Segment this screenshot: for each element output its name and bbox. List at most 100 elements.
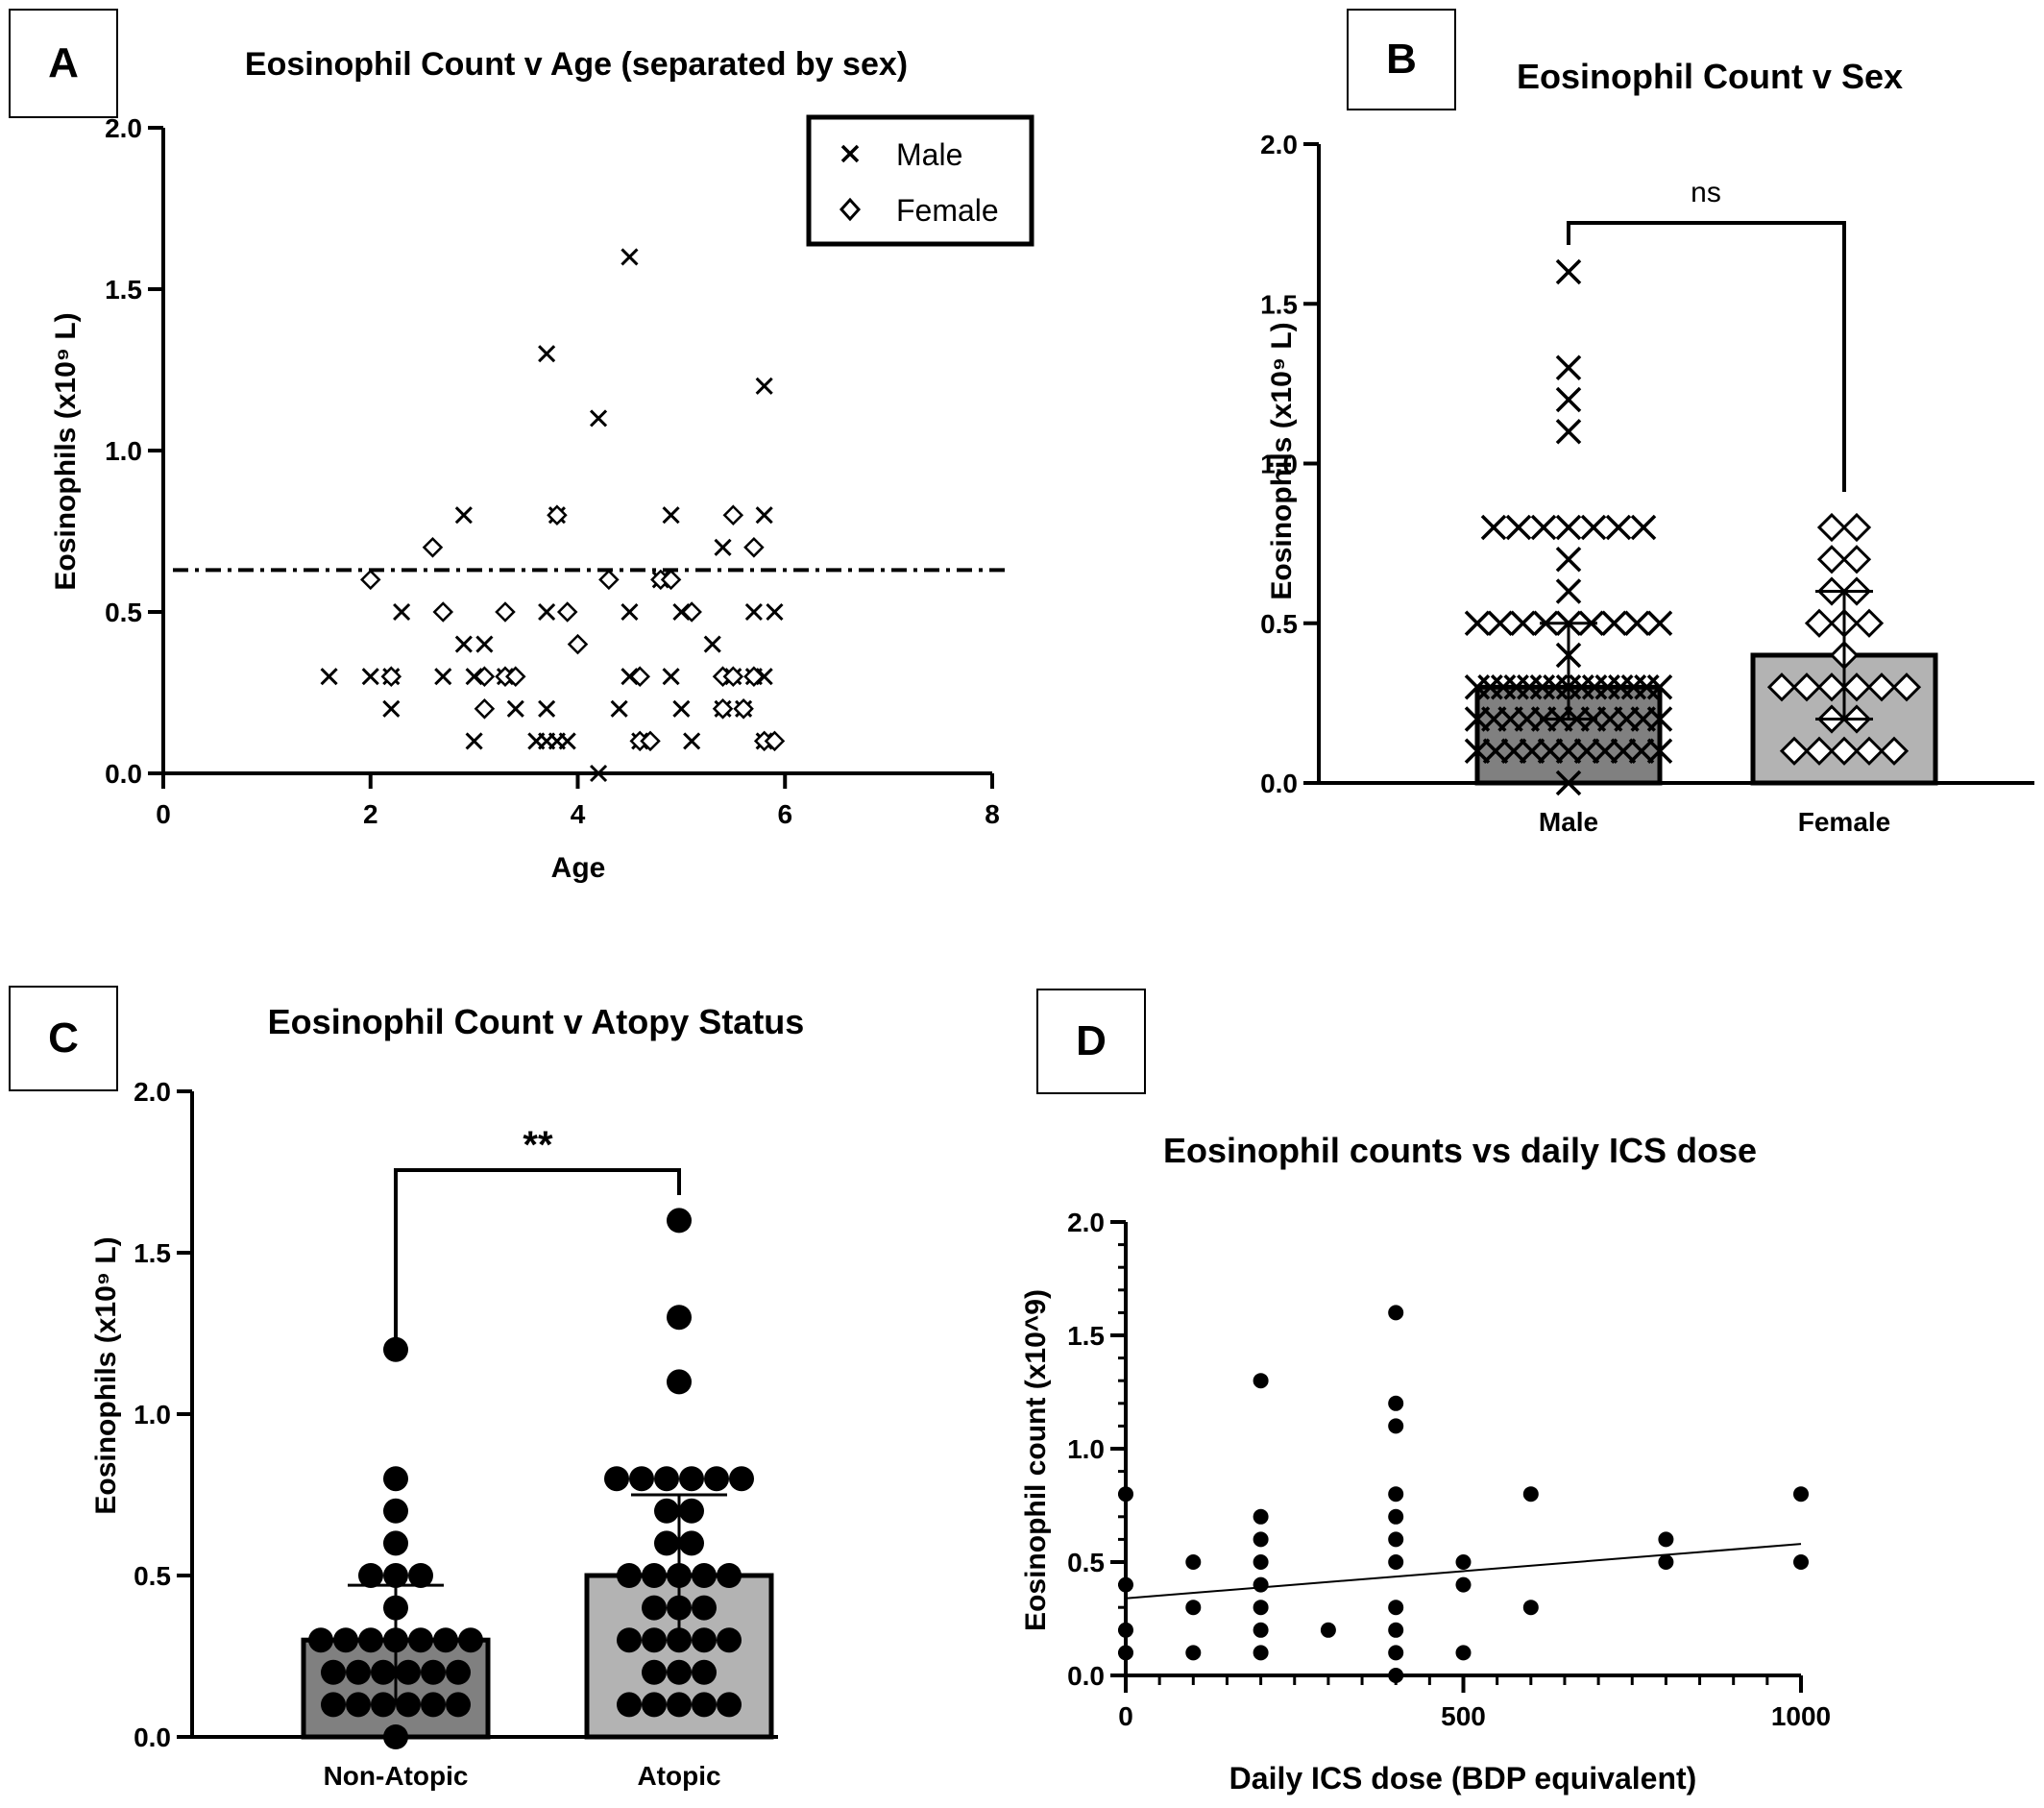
panel-c-point [717, 1627, 742, 1653]
panel-b-male-point-stroke-b [1646, 674, 1673, 700]
panel-b-male-point [1519, 738, 1545, 764]
panel-d-point [1455, 1576, 1472, 1593]
panel-a-male-point-stroke-b [475, 635, 494, 653]
panel-d-point [1253, 1373, 1269, 1389]
panel-b-male-point-stroke-b [1630, 514, 1657, 541]
panel-a-male-point-stroke-b [454, 635, 473, 653]
panel-c-point [654, 1498, 679, 1524]
panel-a-male-point-stroke-b [434, 668, 452, 686]
panel-c-point [667, 1208, 692, 1234]
panel-b-male-point [1537, 738, 1564, 764]
panel-b-male-point-stroke-b [1573, 738, 1600, 764]
panel-a-male-point [714, 538, 732, 556]
panel-c-significance-bracket [394, 1168, 681, 1341]
panel-b-male-point-stroke-b [1555, 547, 1582, 573]
panel-b-y-tick-label: 1.5 [1260, 289, 1298, 319]
panel-a-male-point [672, 602, 691, 622]
panel-b-male-point-stroke-b [1601, 610, 1627, 636]
panel-b-male-point [1530, 514, 1557, 541]
panel-b-female-point [1779, 736, 1810, 766]
panel-b-male-point-stroke-b [1555, 354, 1582, 380]
panel-b-male-point [1555, 738, 1582, 764]
panel-a-male-point [590, 409, 608, 428]
panel-c-y-tick-label: 1.5 [134, 1238, 171, 1268]
panel-a-male-point-stroke-b [755, 377, 773, 395]
panel-a-female-point [547, 504, 568, 525]
panel-b-male-point [1487, 610, 1513, 636]
panel-a-male-point-stroke-b [620, 248, 639, 266]
panel-c-point [667, 1369, 692, 1395]
panel-a-male-point [620, 602, 639, 622]
panel-b: B Eosinophil Count v Sex Male Female 0.0 0.… [1260, 9, 2034, 837]
panel-d-label-box [1036, 989, 1146, 1094]
panel-a-x-tick-label: 4 [571, 799, 586, 829]
panel-c-point [667, 1659, 692, 1685]
panel-d-point [1388, 1486, 1404, 1503]
panel-a-title: Eosinophil Count v Age (separated by sex… [245, 46, 908, 83]
panel-b-female-point [1791, 672, 1822, 702]
panel-b-male-point-stroke-b [1464, 738, 1491, 764]
panel-b-male-point-stroke-b [1646, 738, 1673, 764]
panel-d-point [1320, 1622, 1336, 1638]
panel-d-point [1388, 1508, 1404, 1525]
panel-b-male-point [1482, 738, 1509, 764]
panel-b-female-point [1841, 672, 1872, 702]
panel-b-male-point [1464, 738, 1491, 764]
panel-c-point [396, 1692, 421, 1718]
panel-c-point [629, 1466, 654, 1492]
panel-a-label-box [9, 9, 118, 118]
panel-c-point [667, 1692, 692, 1718]
panel-a-female-point [598, 569, 620, 591]
panel-c: C Eosinophil Count v Atopy Status Non-At… [9, 986, 805, 1791]
panel-b-male-point-stroke-b [1480, 514, 1507, 541]
panel-b-male-point-stroke-b [1500, 738, 1527, 764]
panel-a-x-tick-label: 2 [363, 799, 378, 829]
panel-a-male-point-stroke-b [320, 668, 338, 686]
panel-a-female-point [743, 666, 765, 687]
panel-b-male-point [1605, 514, 1632, 541]
panel-a-male-point-stroke-b [382, 699, 401, 718]
panel-a-male-point [454, 635, 473, 653]
panel-a-y-tick-label: 1.5 [105, 275, 142, 305]
panel-b-male-point-stroke-b [1646, 706, 1673, 732]
panel-c-point [358, 1563, 383, 1588]
panel-b-male-point [1500, 738, 1527, 764]
panel-d-point [1253, 1645, 1269, 1661]
panel-a-female-point [681, 601, 702, 623]
panel-c-point [642, 1563, 667, 1588]
panel-c-title: Eosinophil Count v Atopy Status [268, 1002, 805, 1041]
panel-b-male-point-stroke-b [1555, 386, 1582, 413]
panel-b-x-tick-label: Female [1798, 807, 1891, 837]
panel-c-point [729, 1466, 754, 1492]
panel-c-point [642, 1627, 667, 1653]
panel-a-male-point-stroke-b [672, 699, 691, 718]
panel-a-male-point [703, 635, 721, 653]
panel-d-y-tick-label: 1.0 [1067, 1434, 1105, 1464]
panel-c-point [667, 1305, 692, 1331]
panel-b-male-point-stroke-b [1537, 738, 1564, 764]
panel-a-male-point [454, 506, 473, 525]
panel-d-point [1388, 1305, 1404, 1321]
panel-b-female-point [1879, 736, 1910, 766]
panel-a-male-point [393, 602, 411, 622]
panel-b-male-point [1610, 738, 1637, 764]
panel-a-y-tick-label: 0.5 [105, 598, 142, 627]
panel-c-point [458, 1627, 483, 1653]
panel-a-male-point [620, 668, 639, 686]
panel-c-point [371, 1659, 396, 1685]
panel-b-male-point [1555, 258, 1582, 285]
panel-c-point [346, 1692, 371, 1718]
panel-a-male-point-stroke-b [465, 668, 483, 686]
panel-a-male-point [590, 764, 608, 783]
panel-a-male-point-stroke-b [620, 602, 639, 622]
panel-b-male-point-stroke-b [1605, 514, 1632, 541]
panel-d-point [1185, 1600, 1202, 1616]
panel-b-male-point-stroke-b [1519, 738, 1545, 764]
panel-b-male-point [1555, 578, 1582, 604]
panel-d-point [1388, 1418, 1404, 1434]
panel-b-male-point-stroke-b [1555, 578, 1582, 604]
panel-b-male-point [1555, 419, 1582, 445]
panel-d-point [1253, 1531, 1269, 1548]
panel-d-point [1793, 1486, 1809, 1503]
